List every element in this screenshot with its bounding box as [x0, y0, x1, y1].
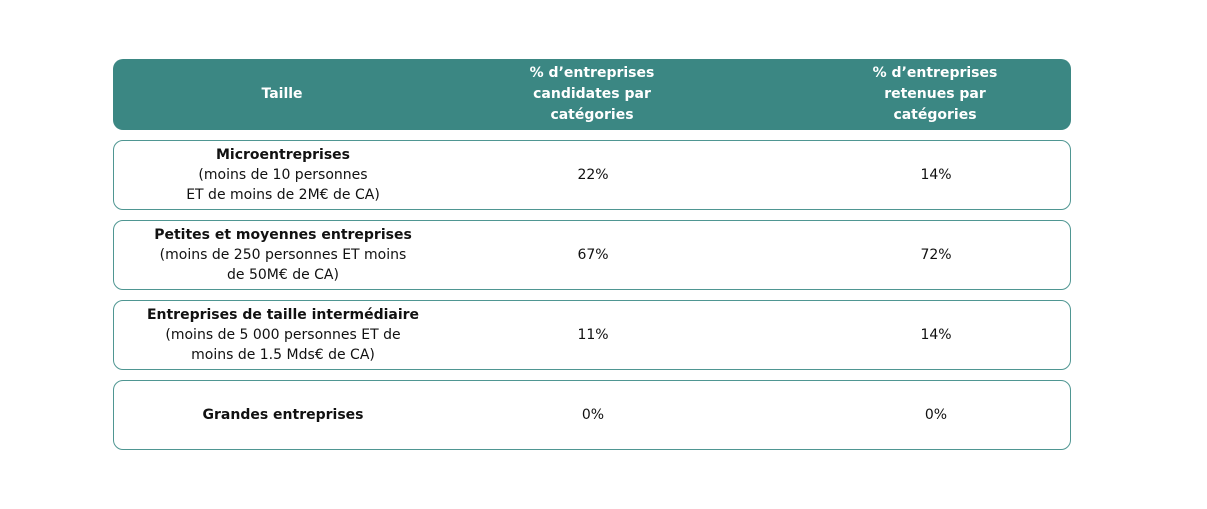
table-row: Microentreprises (moins de 10 personnes … — [113, 140, 1071, 210]
candidates-value: 22% — [577, 167, 609, 183]
table-header: Taille % d’entreprises candidates par ca… — [113, 59, 1071, 130]
header-line: candidates par — [533, 86, 651, 102]
size-desc: de 50M€ de CA) — [227, 267, 339, 283]
size-title: Microentreprises — [215, 147, 350, 163]
header-line: % d’entreprises — [872, 65, 998, 81]
retenues-value: 14% — [920, 327, 952, 343]
table-row: Entreprises de taille intermédiaire (moi… — [113, 300, 1071, 370]
retenues-value: 0% — [924, 407, 948, 423]
size-cell: Entreprises de taille intermédiaire (moi… — [147, 305, 419, 365]
size-desc: ET de moins de 2M€ de CA) — [186, 187, 380, 203]
header-taille: Taille — [261, 86, 303, 102]
size-desc: (moins de 5 000 personnes ET de — [165, 327, 401, 343]
size-desc: (moins de 10 personnes — [198, 167, 368, 183]
candidates-value: 67% — [577, 247, 609, 263]
candidates-value: 11% — [577, 327, 609, 343]
header-line: retenues par — [884, 86, 986, 102]
retenues-value: 14% — [920, 167, 952, 183]
header-retenues: % d’entreprises retenues par catégories — [873, 63, 998, 126]
header-line: % d’entreprises — [529, 65, 655, 81]
size-desc: moins de 1.5 Mds€ de CA) — [191, 347, 375, 363]
size-desc: (moins de 250 personnes ET moins — [159, 247, 407, 263]
size-cell: Microentreprises (moins de 10 personnes … — [186, 145, 380, 205]
size-title: Grandes entreprises — [202, 407, 364, 423]
header-line: catégories — [893, 107, 977, 123]
size-cell: Petites et moyennes entreprises (moins d… — [154, 225, 412, 285]
size-title: Entreprises de taille intermédiaire — [146, 307, 420, 323]
size-cell: Grandes entreprises — [203, 405, 364, 425]
table-row: Petites et moyennes entreprises (moins d… — [113, 220, 1071, 290]
table-row: Grandes entreprises 0% 0% — [113, 380, 1071, 450]
candidates-value: 0% — [581, 407, 605, 423]
header-candidates: % d’entreprises candidates par catégorie… — [530, 63, 655, 126]
size-title: Petites et moyennes entreprises — [154, 227, 412, 243]
header-line: catégories — [550, 107, 634, 123]
retenues-value: 72% — [920, 247, 952, 263]
